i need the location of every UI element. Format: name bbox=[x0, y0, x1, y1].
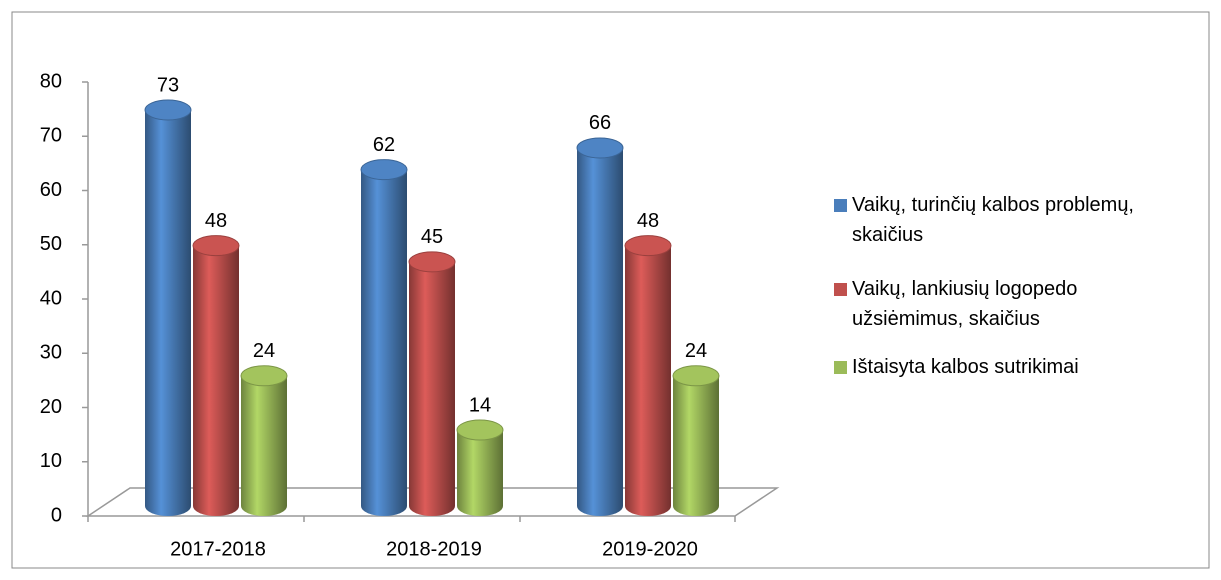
data-label: 48 bbox=[205, 210, 227, 232]
bar-bottom bbox=[193, 496, 239, 516]
bar bbox=[240, 365, 288, 516]
legend-swatch bbox=[834, 283, 847, 296]
data-label: 73 bbox=[157, 74, 179, 96]
y-tick-label: 0 bbox=[51, 504, 62, 526]
y-tick-label: 20 bbox=[40, 396, 62, 418]
bar-top bbox=[192, 235, 240, 257]
bar bbox=[408, 251, 456, 516]
bar-top bbox=[672, 365, 720, 387]
y-tick-label: 60 bbox=[40, 179, 62, 201]
bar-bottom bbox=[577, 496, 623, 516]
bar-bottom bbox=[673, 496, 719, 516]
data-label: 24 bbox=[253, 340, 275, 362]
bar-top bbox=[576, 137, 624, 159]
bar-body bbox=[193, 245, 239, 506]
bar bbox=[672, 365, 720, 516]
bar-top bbox=[360, 159, 408, 181]
bar-body bbox=[409, 261, 455, 506]
legend-swatch bbox=[834, 361, 847, 374]
bar bbox=[360, 159, 408, 516]
y-tick-label: 10 bbox=[40, 450, 62, 472]
bar-top bbox=[240, 365, 288, 387]
data-label: 14 bbox=[469, 394, 491, 416]
bar bbox=[192, 235, 240, 516]
legend-label: Vaikų, turinčių kalbos problemų, skaičiu… bbox=[852, 194, 1134, 246]
data-label: 24 bbox=[685, 340, 707, 362]
x-tick-label: 2017-2018 bbox=[170, 538, 266, 560]
bar-bottom bbox=[361, 496, 407, 516]
bar-body bbox=[577, 147, 623, 506]
legend-entry: Vaikų, turinčių kalbos problemų, skaičiu… bbox=[852, 194, 1134, 246]
legend-label: Vaikų, lankiusių logopedo užsiėmimus, sk… bbox=[852, 278, 1078, 330]
bar-body bbox=[457, 430, 503, 506]
bar bbox=[624, 235, 672, 516]
y-tick-label: 80 bbox=[40, 70, 62, 92]
bar-bottom bbox=[145, 496, 191, 516]
bar-top bbox=[408, 251, 456, 273]
legend-label: Ištaisyta kalbos sutrikimai bbox=[852, 356, 1079, 378]
data-label: 45 bbox=[421, 226, 443, 248]
bar-top bbox=[624, 235, 672, 257]
bar-body bbox=[241, 375, 287, 506]
y-tick-label: 70 bbox=[40, 125, 62, 147]
bar-body bbox=[625, 245, 671, 506]
y-tick-label: 50 bbox=[40, 233, 62, 255]
y-tick-label: 30 bbox=[40, 342, 62, 364]
bar-body bbox=[673, 375, 719, 506]
bar bbox=[576, 137, 624, 516]
bar-top bbox=[144, 99, 192, 121]
bar-bottom bbox=[241, 496, 287, 516]
y-tick-label: 40 bbox=[40, 287, 62, 309]
data-label: 48 bbox=[637, 210, 659, 232]
bar bbox=[456, 419, 504, 516]
bar-bottom bbox=[409, 496, 455, 516]
bar-bottom bbox=[457, 496, 503, 516]
x-tick-label: 2018-2019 bbox=[386, 538, 482, 560]
legend-swatch bbox=[834, 199, 847, 212]
data-label: 66 bbox=[589, 112, 611, 134]
bar-body bbox=[361, 169, 407, 506]
bar-body bbox=[145, 109, 191, 506]
bar bbox=[144, 99, 192, 516]
bar-bottom bbox=[625, 496, 671, 516]
x-tick-label: 2019-2020 bbox=[602, 538, 698, 560]
data-label: 62 bbox=[373, 134, 395, 156]
bar-top bbox=[456, 419, 504, 441]
legend-entry: Ištaisyta kalbos sutrikimai bbox=[852, 356, 1079, 378]
legend-entry: Vaikų, lankiusių logopedo užsiėmimus, sk… bbox=[852, 278, 1078, 330]
